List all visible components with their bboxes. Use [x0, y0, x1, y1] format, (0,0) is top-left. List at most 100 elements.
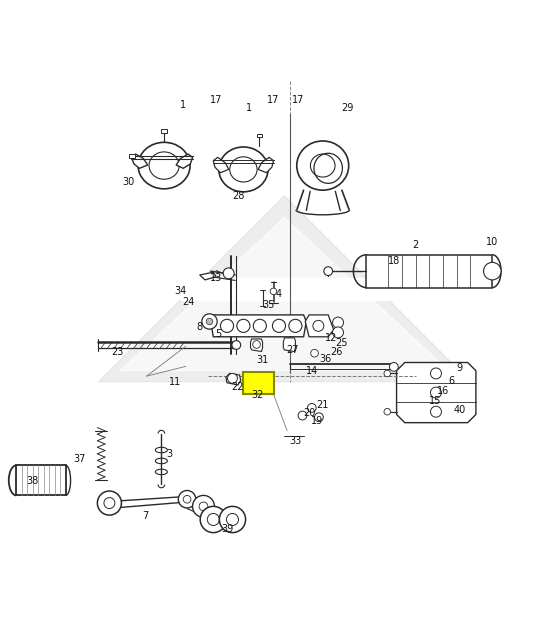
Circle shape: [232, 341, 241, 349]
Polygon shape: [305, 315, 334, 337]
Polygon shape: [131, 154, 148, 168]
Circle shape: [315, 413, 323, 422]
Text: 11: 11: [169, 377, 181, 387]
Circle shape: [430, 368, 441, 379]
Polygon shape: [213, 157, 229, 173]
Circle shape: [251, 381, 255, 386]
Circle shape: [237, 319, 250, 332]
Bar: [257, 134, 262, 137]
Polygon shape: [283, 338, 295, 351]
Text: 21: 21: [317, 399, 329, 410]
Text: 33: 33: [289, 435, 301, 446]
Text: 39: 39: [221, 525, 233, 534]
Text: 7: 7: [142, 511, 148, 521]
Circle shape: [206, 318, 213, 325]
Circle shape: [228, 374, 237, 383]
Text: 4: 4: [276, 289, 282, 299]
Text: 15: 15: [429, 396, 441, 406]
Text: 6: 6: [448, 375, 455, 386]
Circle shape: [253, 319, 266, 332]
Circle shape: [104, 497, 115, 509]
Circle shape: [97, 491, 121, 515]
Polygon shape: [226, 374, 241, 385]
Polygon shape: [176, 154, 193, 168]
Circle shape: [384, 370, 391, 377]
Polygon shape: [251, 339, 263, 351]
Text: 23: 23: [112, 346, 124, 356]
Polygon shape: [397, 363, 476, 423]
Text: 2: 2: [412, 240, 419, 250]
Text: 14: 14: [306, 366, 318, 375]
Text: 37: 37: [73, 454, 85, 465]
Text: 13: 13: [210, 273, 222, 283]
Circle shape: [333, 327, 344, 338]
Text: 17: 17: [292, 95, 304, 105]
Polygon shape: [200, 272, 216, 280]
Text: 19: 19: [311, 416, 323, 426]
Polygon shape: [258, 157, 274, 173]
Circle shape: [307, 403, 316, 412]
Circle shape: [270, 288, 277, 295]
Polygon shape: [181, 277, 388, 300]
Circle shape: [223, 268, 234, 279]
Circle shape: [384, 408, 391, 415]
Text: 1: 1: [246, 103, 252, 113]
Circle shape: [289, 319, 302, 332]
Polygon shape: [211, 315, 306, 337]
Polygon shape: [119, 497, 187, 507]
Polygon shape: [16, 465, 66, 495]
Polygon shape: [98, 196, 470, 382]
Text: 10: 10: [486, 237, 498, 247]
Circle shape: [298, 411, 307, 420]
Text: 29: 29: [341, 103, 353, 113]
Circle shape: [200, 506, 226, 533]
Bar: [161, 130, 167, 133]
Circle shape: [199, 502, 208, 511]
Text: 27: 27: [287, 345, 299, 355]
Text: 8: 8: [196, 322, 203, 332]
Text: 28: 28: [232, 191, 244, 201]
Text: 38: 38: [27, 476, 39, 486]
Circle shape: [430, 387, 441, 398]
Circle shape: [202, 314, 217, 329]
Text: 24: 24: [183, 297, 195, 307]
Bar: [129, 154, 135, 159]
Text: 32: 32: [251, 391, 263, 400]
Circle shape: [247, 378, 258, 389]
Text: 25: 25: [336, 338, 348, 348]
Text: 20: 20: [303, 408, 315, 418]
Text: 5: 5: [216, 329, 222, 339]
Text: 18: 18: [388, 257, 400, 266]
Bar: [243, 372, 274, 394]
Circle shape: [219, 506, 246, 533]
Circle shape: [389, 363, 398, 371]
Circle shape: [253, 341, 260, 348]
Text: 1: 1: [180, 100, 187, 111]
Circle shape: [183, 495, 191, 503]
Circle shape: [430, 406, 441, 417]
Circle shape: [226, 513, 238, 525]
Text: 31: 31: [257, 355, 269, 365]
Text: 26: 26: [330, 346, 342, 356]
Text: 40: 40: [453, 405, 465, 415]
Polygon shape: [366, 255, 492, 288]
Circle shape: [313, 320, 324, 331]
Text: 16: 16: [437, 387, 449, 396]
Polygon shape: [120, 217, 449, 371]
Circle shape: [324, 267, 333, 276]
Circle shape: [311, 349, 318, 357]
Circle shape: [220, 319, 234, 332]
Text: 36: 36: [319, 354, 331, 363]
Text: 22: 22: [232, 382, 244, 392]
Text: 34: 34: [174, 286, 187, 296]
Text: 12: 12: [325, 333, 337, 343]
Circle shape: [207, 513, 219, 525]
Text: 9: 9: [456, 363, 463, 373]
Circle shape: [484, 262, 501, 280]
Circle shape: [333, 317, 344, 328]
Text: 17: 17: [267, 95, 280, 105]
Text: 3: 3: [166, 449, 173, 459]
Circle shape: [193, 495, 214, 518]
Circle shape: [272, 319, 286, 332]
Text: 35: 35: [262, 300, 274, 310]
